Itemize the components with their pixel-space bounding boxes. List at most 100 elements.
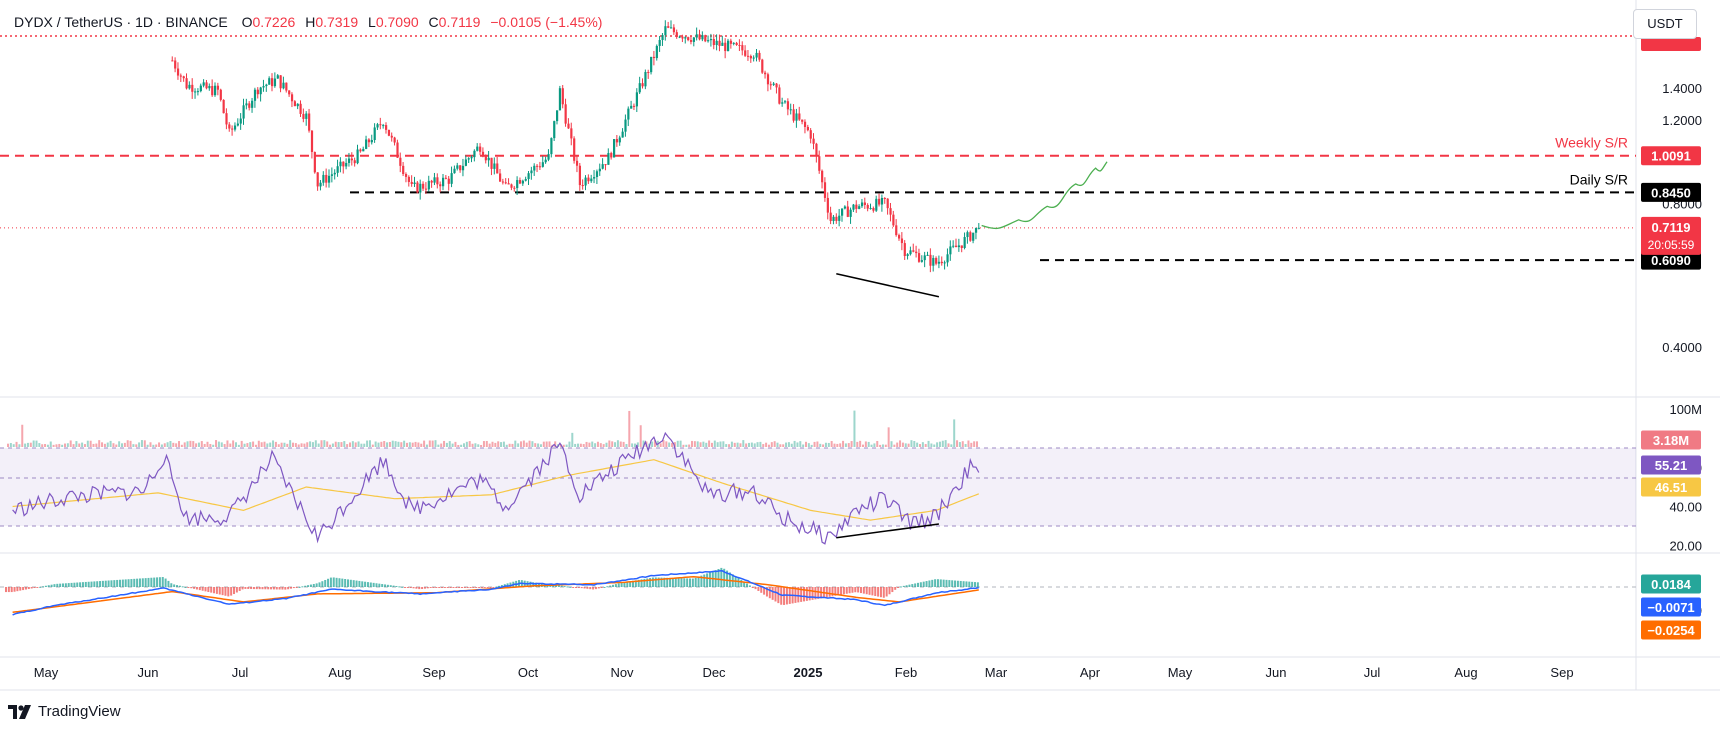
volume-bar — [799, 441, 802, 447]
macd-histogram-bar — [33, 587, 36, 588]
macd-histogram-bar — [660, 577, 663, 587]
volume-bar — [200, 441, 203, 447]
macd-histogram-bar — [917, 582, 919, 587]
macd-histogram-bar — [93, 581, 96, 587]
macd-histogram-bar — [10, 587, 13, 593]
candle — [484, 154, 487, 164]
candle — [356, 144, 359, 165]
macd-histogram-bar — [614, 584, 617, 587]
open-value: 0.7226 — [252, 14, 296, 30]
macd-histogram-bar — [215, 587, 218, 594]
candle — [473, 149, 476, 162]
volume-bar — [976, 441, 978, 447]
macd-histogram-bar — [392, 585, 395, 587]
volume-bar — [671, 443, 674, 447]
macd-histogram-bar — [193, 587, 196, 589]
macd-histogram-bar — [5, 587, 7, 593]
daily-sr-label: Daily S/R — [1570, 171, 1628, 187]
macd-histogram-bar — [307, 585, 310, 587]
volume-bar — [232, 440, 235, 447]
candle — [345, 158, 348, 170]
macd-histogram-bar — [706, 573, 709, 587]
candle — [598, 163, 601, 176]
macd-histogram-bar — [81, 582, 84, 587]
volume-bar — [346, 444, 349, 447]
volume-bar — [899, 440, 902, 447]
candle — [456, 162, 459, 171]
volume-bar — [787, 442, 790, 447]
macd-histogram-bar — [406, 587, 409, 588]
volume-bar — [753, 443, 756, 447]
volume-bar — [354, 442, 357, 447]
volume-bar — [642, 440, 645, 447]
candle — [823, 177, 827, 202]
volume-bar — [254, 444, 257, 447]
candle — [789, 103, 792, 115]
macd-histogram-bar — [167, 580, 170, 587]
macd-histogram-bar — [669, 577, 672, 587]
volume-bar — [822, 444, 825, 447]
currency-button[interactable]: USDT — [1633, 9, 1697, 39]
candle — [191, 78, 194, 99]
candle — [658, 35, 661, 52]
volume-bar — [802, 444, 805, 447]
macd-histogram-bar — [657, 577, 660, 587]
volume-bar — [38, 443, 41, 447]
candle — [852, 203, 855, 212]
volume-bar — [916, 442, 919, 447]
volume-bar — [26, 442, 29, 447]
candle — [952, 240, 955, 249]
candle — [937, 255, 941, 269]
candle — [174, 57, 177, 73]
candle — [476, 143, 479, 152]
candle — [573, 136, 576, 164]
macd-histogram-bar — [213, 587, 216, 594]
volume-bar — [454, 441, 457, 447]
macd-histogram-bar — [181, 586, 184, 588]
macd-histogram-bar — [7, 587, 10, 593]
volume-bar — [326, 441, 329, 447]
volume-bar — [163, 443, 166, 447]
macd-histogram-bar — [897, 587, 900, 588]
candle — [886, 198, 889, 215]
volume-bar — [86, 440, 89, 447]
candle — [635, 88, 638, 113]
volume-bar — [668, 442, 671, 447]
volume-bar — [468, 441, 471, 447]
macd-histogram-bar — [90, 581, 93, 587]
candle — [957, 238, 961, 252]
macd-histogram-bar — [210, 587, 213, 593]
candle — [664, 20, 667, 41]
candle — [567, 118, 570, 129]
macd-histogram-bar — [298, 586, 301, 588]
macd-histogram-bar — [389, 585, 392, 587]
candle — [333, 169, 336, 180]
volume-bar — [314, 440, 317, 447]
candle — [305, 111, 308, 126]
volume-bar — [930, 443, 933, 447]
candle — [584, 175, 587, 191]
volume-bar — [180, 444, 183, 447]
volume-bar — [491, 441, 494, 447]
volume-bar — [400, 442, 403, 447]
candle — [638, 76, 641, 94]
volume-bar — [172, 442, 175, 447]
candle — [194, 88, 197, 99]
volume-bar — [24, 443, 27, 447]
volume-bar — [340, 442, 343, 447]
macd-histogram-bar — [617, 583, 620, 587]
tradingview-logo[interactable]: TradingView — [8, 703, 121, 720]
macd-histogram-bar — [606, 586, 609, 588]
symbol-header: DYDX / TetherUS · 1D · BINANCE O0.7226 H… — [14, 14, 602, 30]
macd-histogram-bar — [600, 587, 603, 588]
volume-bar — [451, 443, 454, 447]
candle — [872, 206, 875, 213]
tradingview-wordmark: TradingView — [38, 703, 121, 720]
candle — [758, 50, 761, 62]
candle — [932, 255, 935, 272]
candle — [245, 98, 248, 110]
upper-resistance-badge — [1641, 37, 1701, 51]
candle — [214, 82, 217, 97]
macd-histogram-bar — [751, 587, 754, 588]
candle — [647, 69, 650, 79]
